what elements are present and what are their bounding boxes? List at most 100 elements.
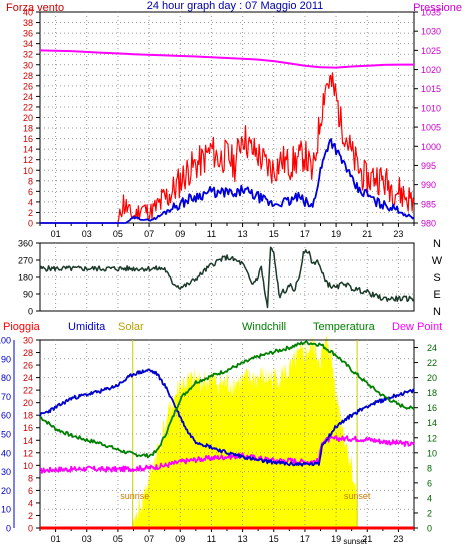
time-tick-label: 21 xyxy=(362,534,372,544)
time-tick-label: 23 xyxy=(393,534,403,544)
wind-tick-label: 28 xyxy=(23,71,33,81)
time-tick-label: 09 xyxy=(175,534,185,544)
rain-tick-label: 26 xyxy=(23,361,33,371)
time-tick-label: 01 xyxy=(51,229,61,239)
sunset-label: sunset xyxy=(344,491,371,501)
humidity-tick-label: 50 xyxy=(1,430,11,440)
time-tick-label: 13 xyxy=(238,534,248,544)
pressure-axis: 980 985 990 995 1000 1005 1010 1015 1020 1025 1030… xyxy=(414,8,441,229)
temperature-tick-label: 4 xyxy=(427,493,432,503)
humidity-tick-label: 100 xyxy=(0,336,11,346)
time-tick-label: 03 xyxy=(82,229,92,239)
wind-tick-label: 36 xyxy=(23,29,33,39)
rain-tick-label: 8 xyxy=(28,473,33,483)
time-tick-label: 17 xyxy=(300,229,310,239)
temperature-tick-label: 0 xyxy=(427,524,432,534)
legend-entry: Windchill xyxy=(242,321,286,333)
time-tick-label: 23 xyxy=(393,229,403,239)
wind-tick-label: 8 xyxy=(28,176,33,186)
rain-tick-label: 30 xyxy=(23,336,33,346)
time-tick-label: 15 xyxy=(269,534,279,544)
temperature-tick-label: 12 xyxy=(427,433,437,443)
wind-tick-label: 18 xyxy=(23,124,33,134)
legend-entry: Umidita xyxy=(68,321,106,333)
compass-letter: W xyxy=(432,255,443,267)
pressure-tick-label: 990 xyxy=(421,180,436,190)
time-tick-label: 09 xyxy=(175,229,185,239)
rain-tick-label: 18 xyxy=(23,411,33,421)
legend-entry: Temperatura xyxy=(313,321,376,333)
pressure-tick-label: 1005 xyxy=(421,123,441,133)
pressure-line xyxy=(39,49,414,69)
temperature-humidity-series xyxy=(39,339,415,530)
humidity-tick-label: 80 xyxy=(1,373,11,383)
wind-speed-line xyxy=(40,138,415,224)
wind-tick-label: 34 xyxy=(23,39,33,49)
rain-tick-label: 16 xyxy=(23,423,33,433)
pressure-tick-label: 1030 xyxy=(421,27,441,37)
wind-tick-label: 0 xyxy=(28,219,33,229)
wind-pressure-series xyxy=(39,49,415,224)
time-tick-label: 07 xyxy=(144,534,154,544)
pressure-tick-label: 980 xyxy=(421,219,436,229)
rain-tick-label: 20 xyxy=(23,398,33,408)
rain-tick-label: 0 xyxy=(28,524,33,534)
wind-tick-label: 30 xyxy=(23,60,33,70)
rain-tick-label: 28 xyxy=(23,348,33,358)
humidity-tick-label: 60 xyxy=(1,411,11,421)
humidity-tick-label: 70 xyxy=(1,392,11,402)
pressure-tick-label: 1015 xyxy=(421,84,441,94)
wind-tick-label: 38 xyxy=(23,18,33,28)
temperature-tick-label: 14 xyxy=(427,418,437,428)
wind-tick-label: 10 xyxy=(23,166,33,176)
time-tick-label: 11 xyxy=(207,229,216,239)
wind-tick-label: 2 xyxy=(28,208,33,218)
rain-tick-label: 10 xyxy=(23,461,33,471)
wind-tick-label: 12 xyxy=(23,155,33,165)
pressure-tick-label: 1020 xyxy=(421,65,441,75)
humidity-axis: 0 10 20 30 40 50 60 70 80 90 100 xyxy=(0,336,15,534)
time-tick-label: 01 xyxy=(51,534,61,544)
pressure-tick-label: 1025 xyxy=(421,46,441,56)
wind-tick-label: 32 xyxy=(23,50,33,60)
direction-tick-label: 360 xyxy=(18,239,33,249)
wind-tick-label: 24 xyxy=(23,92,33,102)
humidity-tick-label: 0 xyxy=(6,524,11,534)
time-tick-label: 19 xyxy=(331,534,341,544)
direction-tick-label: 270 xyxy=(18,256,33,266)
wind-direction-line xyxy=(39,246,415,309)
humidity-line xyxy=(39,368,415,467)
wind-direction-degree-axis: 360 270 180 90 0 xyxy=(18,239,40,317)
direction-tick-label: 180 xyxy=(18,273,33,283)
wind-tick-label: 6 xyxy=(28,187,33,197)
direction-tick-label: 0 xyxy=(28,307,33,317)
time-tick-label: 07 xyxy=(144,229,154,239)
temperature-line xyxy=(39,339,415,459)
pressure-tick-label: 1000 xyxy=(421,142,441,152)
rain-tick-label: 24 xyxy=(23,373,33,383)
legend: Pioggia Umidita Solar Windchill Temperatura D… xyxy=(3,321,442,333)
temperature-tick-label: 8 xyxy=(427,463,432,473)
time-tick-label: 05 xyxy=(113,534,123,544)
rain-tick-label: 12 xyxy=(23,448,33,458)
humidity-tick-label: 90 xyxy=(1,354,11,364)
humidity-tick-label: 10 xyxy=(1,505,11,515)
humidity-tick-label: 20 xyxy=(1,486,11,496)
temperature-tick-label: 2 xyxy=(427,508,432,518)
temperature-tick-label: 24 xyxy=(427,343,437,353)
temperature-tick-label: 10 xyxy=(427,448,437,458)
time-tick-label: 13 xyxy=(238,229,248,239)
wind-tick-label: 26 xyxy=(23,81,33,91)
wind-tick-label: 22 xyxy=(23,102,33,112)
pressure-axis-title: Pressione xyxy=(413,2,462,14)
compass-letter: E xyxy=(433,289,440,301)
rain-tick-label: 14 xyxy=(23,436,33,446)
direction-tick-label: 90 xyxy=(23,290,33,300)
legend-entry: Solar xyxy=(118,321,144,333)
